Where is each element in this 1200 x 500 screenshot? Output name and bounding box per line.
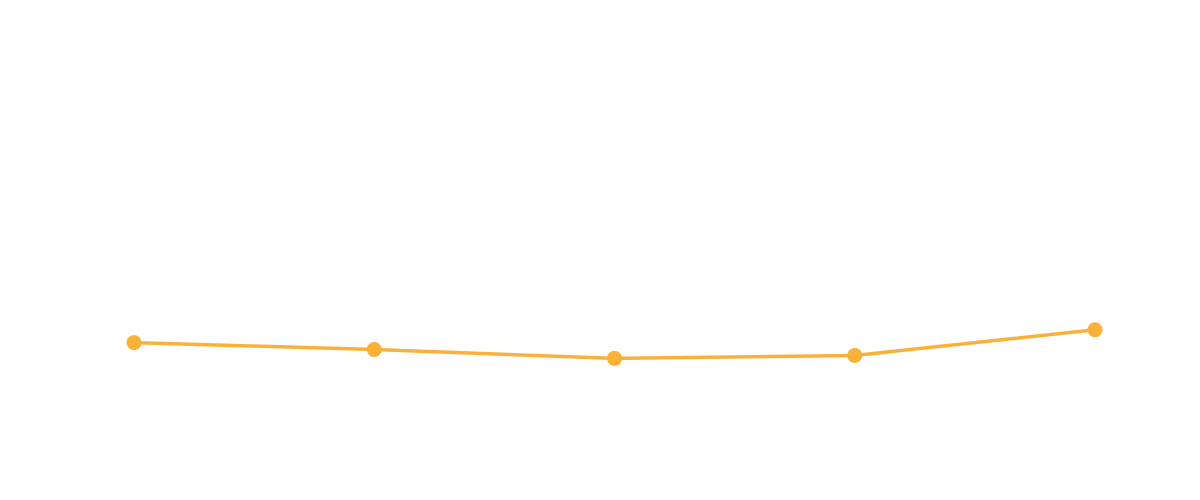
series-layer bbox=[126, 322, 1103, 366]
data-point-0-2 bbox=[607, 350, 622, 366]
data-point-0-3 bbox=[847, 347, 863, 363]
data-point-0-4 bbox=[1087, 322, 1103, 338]
data-point-0-0 bbox=[126, 335, 142, 351]
data-point-0-1 bbox=[366, 342, 382, 358]
